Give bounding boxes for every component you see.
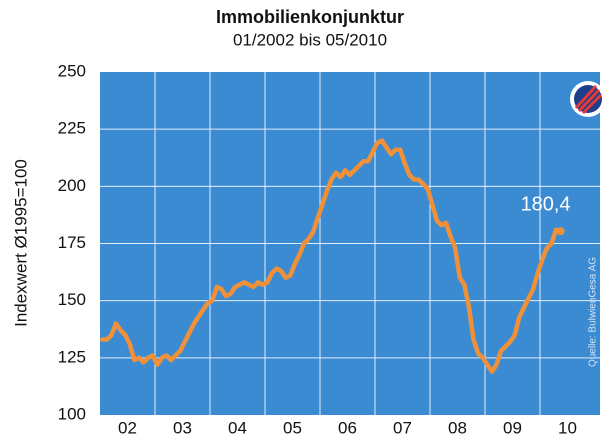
logo-inner [574, 85, 602, 113]
y-tick-label: 250 [58, 61, 86, 80]
x-tick-label: 04 [228, 418, 247, 437]
x-tick-label: 07 [393, 418, 412, 437]
x-tick-label: 06 [338, 418, 357, 437]
x-tick-label: 09 [503, 418, 522, 437]
x-tick-label: 10 [558, 418, 577, 437]
annotation: 180,4 [521, 193, 571, 215]
source-note: Quelle: BulwienGesa AG [588, 257, 599, 367]
y-axis-label: Indexwert Ø1995=100 [11, 159, 30, 327]
x-tick-label: 05 [283, 418, 302, 437]
y-tick-label: 150 [58, 290, 86, 309]
x-tick-label: 03 [173, 418, 192, 437]
y-tick-label: 125 [58, 347, 86, 366]
chart-subtitle: 01/2002 bis 05/2010 [233, 30, 387, 49]
x-tick-label: 08 [448, 418, 467, 437]
chart-title: Immobilienkonjunktur [216, 7, 404, 27]
y-tick-label: 200 [58, 176, 86, 195]
logo-stripes [574, 84, 603, 115]
y-tick-label: 175 [58, 233, 86, 252]
x-tick-label: 02 [118, 418, 137, 437]
y-tick-label: 225 [58, 119, 86, 138]
y-tick-label: 100 [58, 404, 86, 423]
end-marker [556, 227, 565, 236]
data-line [100, 138, 563, 374]
logo [570, 81, 606, 117]
